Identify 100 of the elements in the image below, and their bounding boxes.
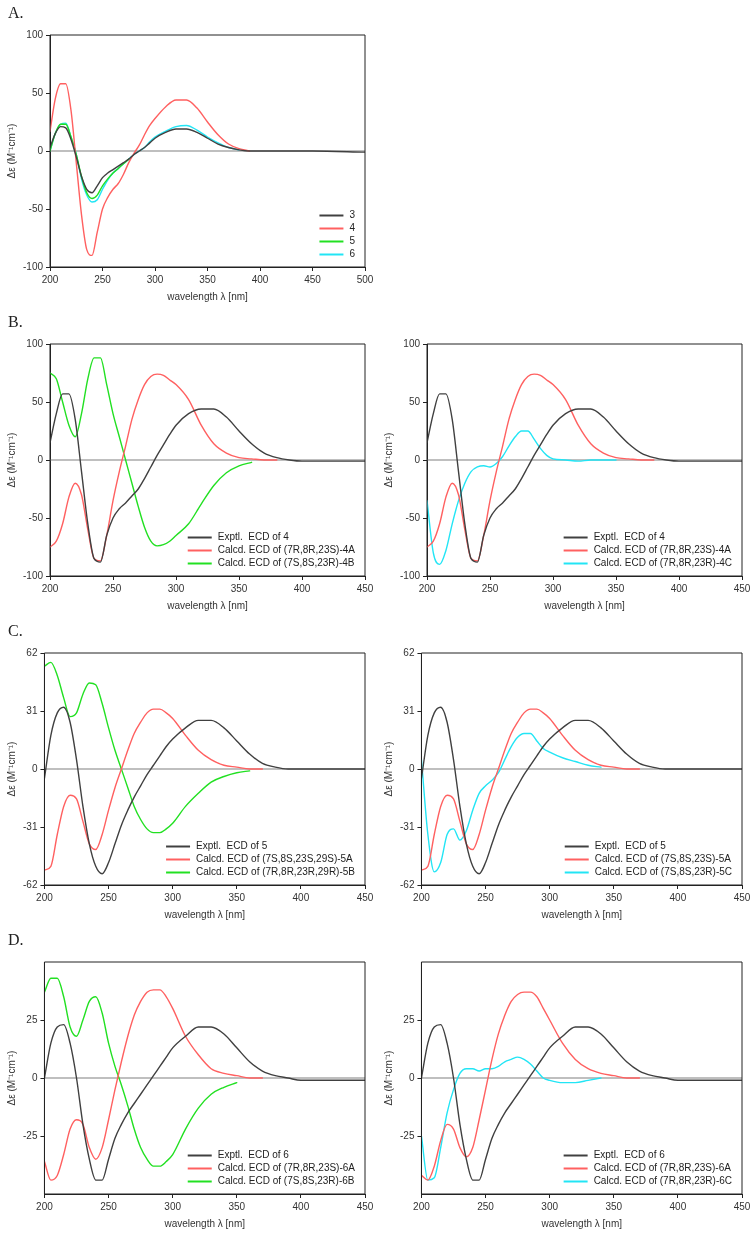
x-tick-label: 450 [356,1200,374,1212]
x-tick-label: 200 [418,582,436,594]
x-tick-label: 300 [164,1200,182,1212]
y-tick-label: 0 [31,762,38,774]
y-tick-label: -100 [23,569,44,581]
legend-label: Calcd. ECD of (7S,8S,23R)-4B [217,557,355,569]
legend-label: Exptl. ECD of 6 [217,1149,290,1161]
x-axis-title: wavelength λ [nm] [166,290,249,302]
y-tick-label: 50 [408,395,421,407]
y-tick-label: -50 [28,511,44,523]
y-tick-label: 31 [403,704,415,716]
x-tick-label: 200 [36,1200,54,1212]
x-tick-label: 250 [100,891,118,903]
legend-label: Calcd. ECD of (7R,8R,23R)-6C [593,1175,732,1187]
y-axis-title: Δε (M⁻¹cm⁻¹) [382,1050,394,1106]
x-axis-title: wavelength λ [nm] [543,599,626,611]
y-axis-title: Δε (M⁻¹cm⁻¹) [5,741,17,797]
x-tick-label: 400 [292,1200,310,1212]
legend-label: 6 [349,248,356,260]
x-tick-label: 400 [292,891,310,903]
x-axis-title: wavelength λ [nm] [163,1217,246,1229]
legend-label: Exptl. ECD of 5 [594,840,667,852]
legend-label: Calcd. ECD of (7R,8R,23S)-6A [217,1162,356,1174]
x-tick-label: 350 [605,1200,623,1212]
x-tick-label: 350 [605,891,623,903]
y-tick-label: 100 [403,337,421,349]
y-axis-title: Δε (M⁻¹cm⁻¹) [5,1050,17,1106]
y-tick-label: 0 [408,1071,415,1083]
y-axis-title: Δε (M⁻¹cm⁻¹) [5,432,17,488]
y-tick-label: 62 [403,646,415,658]
chart-title: A. [8,4,24,22]
x-axis-title: wavelength λ [nm] [540,908,623,920]
chart-title: D. [8,931,24,949]
x-tick-label: 300 [544,582,562,594]
line-series [44,661,251,834]
y-tick-label: 0 [37,453,44,465]
y-tick-label: 25 [403,1013,415,1025]
x-tick-label: 200 [41,582,59,594]
y-axis-title: Δε (M⁻¹cm⁻¹) [382,741,394,797]
x-tick-label: 250 [94,273,112,285]
y-tick-label: 25 [26,1013,38,1025]
x-tick-label: 200 [36,891,54,903]
y-tick-label: -25 [400,1129,415,1141]
y-tick-label: -62 [23,878,38,890]
x-tick-label: 250 [104,582,122,594]
x-tick-label: 200 [41,273,59,285]
legend-label: Calcd. ECD of (7R,8R,23S)-4A [593,544,732,556]
x-tick-label: 450 [356,891,374,903]
y-tick-label: -25 [23,1129,38,1141]
y-tick-label: -31 [23,820,38,832]
x-tick-label: 300 [167,582,185,594]
legend-label: Calcd. ECD of (7R,8R,23S)-6A [593,1162,732,1174]
x-tick-label: 450 [733,891,751,903]
x-tick-label: 300 [146,273,164,285]
line-series [50,125,365,194]
x-tick-label: 500 [356,273,374,285]
y-tick-label: -50 [405,511,421,523]
legend-label: Exptl. ECD of 4 [593,531,666,543]
x-tick-label: 450 [733,582,751,594]
y-tick-label: 100 [26,28,44,40]
legend-label: Calcd. ECD of (7S,8S,23S,29S)-5A [196,853,354,865]
x-tick-label: 350 [228,1200,246,1212]
x-tick-label: 450 [733,1200,751,1212]
y-tick-label: 100 [26,337,44,349]
x-tick-label: 300 [541,891,559,903]
x-tick-label: 350 [228,891,246,903]
y-axis-title: Δε (M⁻¹cm⁻¹) [5,123,17,179]
legend-label: 4 [349,222,356,234]
x-tick-label: 400 [293,582,311,594]
legend-label: Calcd. ECD of (7S,8S,23S)-5A [594,853,732,865]
x-axis-title: wavelength λ [nm] [166,599,249,611]
x-tick-label: 200 [413,1200,431,1212]
y-tick-label: 0 [37,144,44,156]
y-tick-label: 50 [31,86,44,98]
y-tick-label: -100 [23,260,44,272]
y-tick-label: 62 [26,646,38,658]
y-tick-label: 0 [414,453,421,465]
x-tick-label: 250 [477,1200,495,1212]
y-tick-label: 50 [31,395,44,407]
x-tick-label: 300 [541,1200,559,1212]
x-tick-label: 350 [607,582,625,594]
x-tick-label: 400 [669,891,687,903]
y-tick-label: 0 [31,1071,38,1083]
x-tick-label: 350 [199,273,217,285]
legend-label: Calcd. ECD of (7R,8R,23R,29R)-5B [196,866,356,878]
x-tick-label: 350 [230,582,248,594]
legend-label: 5 [349,235,356,247]
y-axis-title: Δε (M⁻¹cm⁻¹) [382,432,394,488]
line-series [44,706,365,875]
x-tick-label: 400 [251,273,269,285]
line-series [421,706,742,875]
legend-label: Calcd. ECD of (7S,8S,23R)-6B [217,1175,355,1187]
legend-label: Exptl. ECD of 5 [196,840,268,852]
y-tick-label: -100 [400,569,421,581]
legend-label: 3 [349,209,356,221]
x-tick-label: 400 [669,1200,687,1212]
x-axis-title: wavelength λ [nm] [540,1217,623,1229]
x-tick-label: 450 [304,273,322,285]
x-axis-title: wavelength λ [nm] [163,908,246,920]
x-tick-label: 200 [413,891,431,903]
